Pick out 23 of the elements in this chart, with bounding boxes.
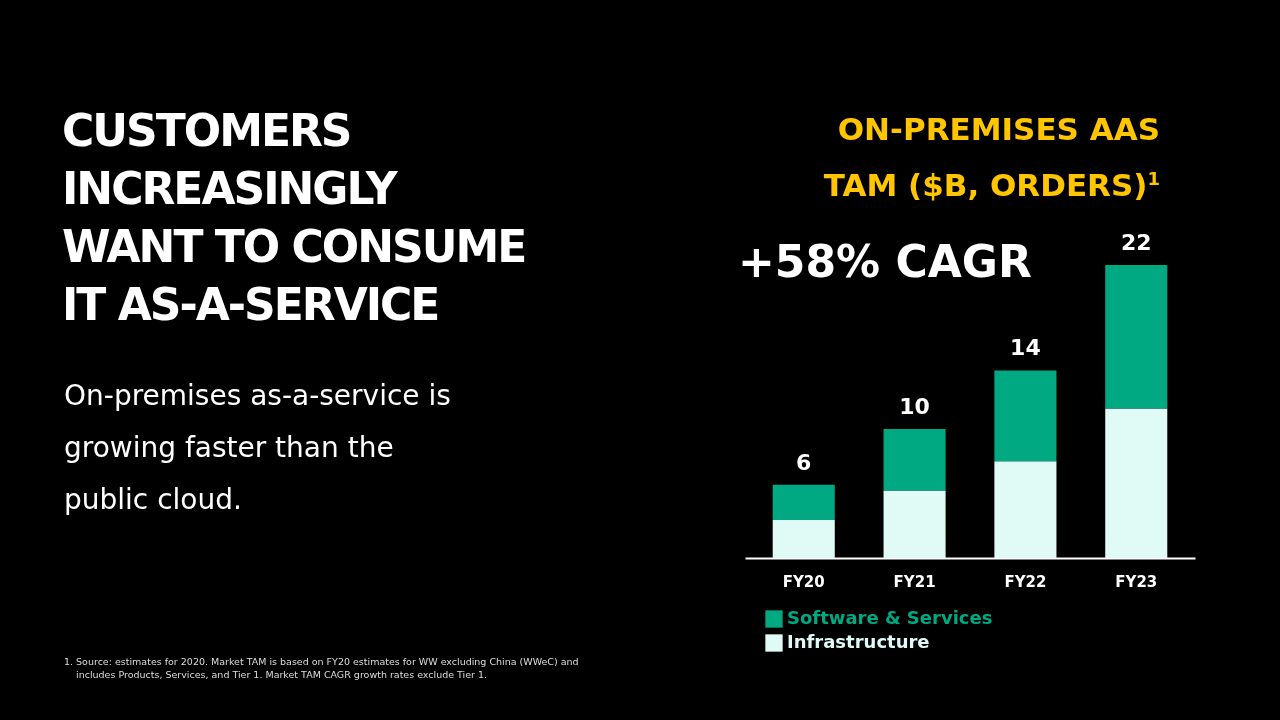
bar bbox=[994, 370, 1057, 462]
text: 1. Source: estimates for 2020. Market TAM is based on FY20 estimates for WW excluding China (WWeC) and includes Products, Services, and Tier 1. Market TAM CAGR growth rates exclude Tier 1. bbox=[64, 655, 580, 681]
x-tick-label: FY23 bbox=[1115, 572, 1158, 591]
bar bbox=[1105, 265, 1168, 409]
annotation: 10 bbox=[899, 394, 930, 420]
annotation: 6 bbox=[796, 449, 812, 475]
legend-label: Infrastructure bbox=[787, 631, 930, 652]
x-tick-label: FY20 bbox=[782, 572, 825, 591]
x-tick-label: FY22 bbox=[1004, 572, 1047, 591]
chart-title: ON-PREMISES AAS TAM ($B, ORDERS)$^{1}$ bbox=[822, 110, 1160, 206]
bar bbox=[883, 490, 946, 558]
text: CUSTOMERS INCREASINGLY WANT TO CONSUME IT AS-A-SERVICE bbox=[62, 104, 527, 332]
bar bbox=[772, 484, 835, 520]
annotation: 22 bbox=[1120, 230, 1152, 255]
legend-label: Software & Services bbox=[787, 607, 993, 628]
bar bbox=[1105, 408, 1168, 558]
bar bbox=[883, 429, 946, 491]
text: On-premises as-a-service is growing faster than the public cloud. bbox=[64, 378, 452, 518]
bar bbox=[772, 519, 835, 558]
x-tick-label: FY21 bbox=[893, 572, 936, 591]
bar bbox=[994, 461, 1057, 558]
annotation: +58% CAGR bbox=[738, 236, 1032, 287]
annotation: 14 bbox=[1010, 335, 1041, 361]
